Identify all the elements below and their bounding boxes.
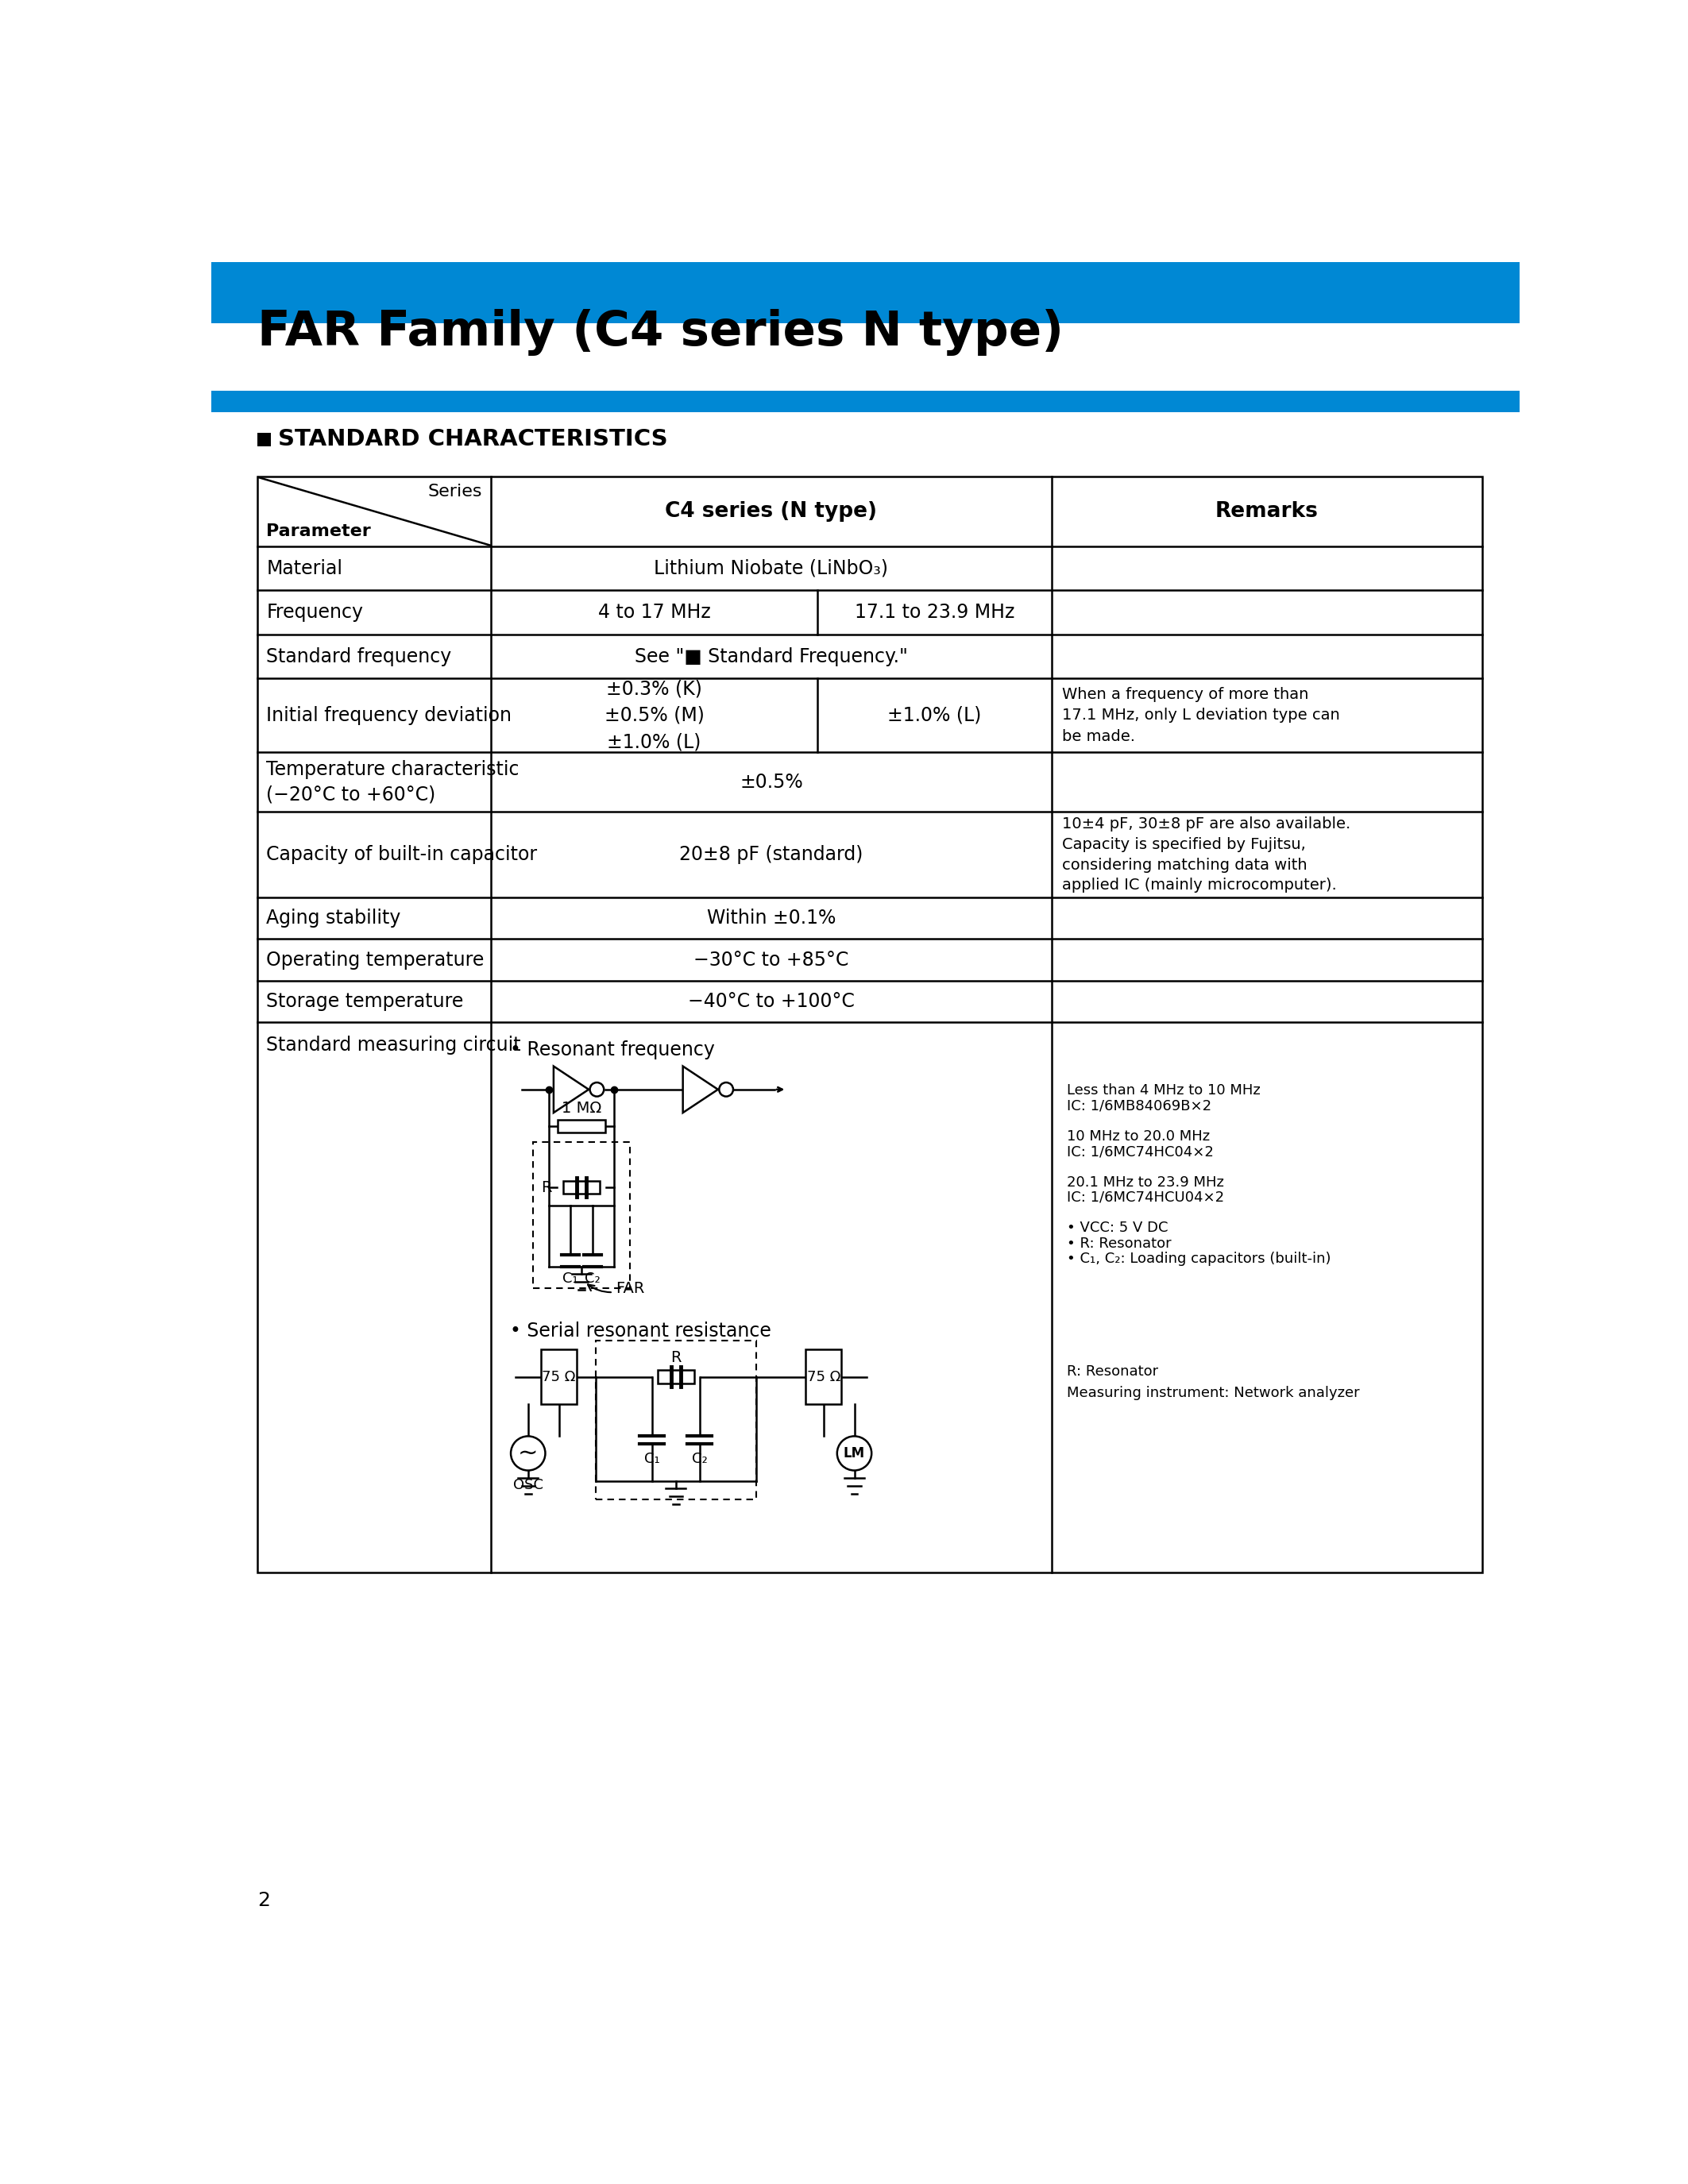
Text: C₂: C₂ <box>586 1271 601 1286</box>
Text: ~: ~ <box>518 1441 538 1465</box>
Bar <box>596 1341 756 1498</box>
Text: 75 Ω: 75 Ω <box>807 1369 841 1385</box>
Text: • Resonant frequency: • Resonant frequency <box>510 1040 714 1059</box>
Text: 4 to 17 MHz: 4 to 17 MHz <box>598 603 711 622</box>
Text: C4 series (N type): C4 series (N type) <box>665 500 878 522</box>
Text: R: Resonator
Measuring instrument: Network analyzer: R: Resonator Measuring instrument: Netwo… <box>1067 1365 1359 1400</box>
Text: When a frequency of more than
17.1 MHz, only L deviation type can
be made.: When a frequency of more than 17.1 MHz, … <box>1062 686 1340 745</box>
Text: Operating temperature: Operating temperature <box>267 950 484 970</box>
Text: 2: 2 <box>257 1891 270 1911</box>
Text: 1 MΩ: 1 MΩ <box>562 1101 601 1116</box>
Text: 10±4 pF, 30±8 pF are also available.
Capacity is specified by Fujitsu,
consideri: 10±4 pF, 30±8 pF are also available. Cap… <box>1062 817 1350 893</box>
Text: Storage temperature: Storage temperature <box>267 992 464 1011</box>
Text: • R: Resonator: • R: Resonator <box>1067 1236 1171 1251</box>
Text: IC: 1/6MC74HCU04×2: IC: 1/6MC74HCU04×2 <box>1067 1190 1224 1206</box>
Circle shape <box>837 1437 871 1470</box>
Text: 20.1 MHz to 23.9 MHz: 20.1 MHz to 23.9 MHz <box>1067 1175 1224 1190</box>
Text: Standard frequency: Standard frequency <box>267 646 452 666</box>
Text: C₁: C₁ <box>562 1271 577 1286</box>
Bar <box>540 1350 577 1404</box>
Bar <box>564 1182 599 1195</box>
Text: FAR: FAR <box>587 1280 645 1295</box>
Text: Frequency: Frequency <box>267 603 363 622</box>
Text: Remarks: Remarks <box>1215 500 1318 522</box>
Text: See "■ Standard Frequency.": See "■ Standard Frequency." <box>635 646 908 666</box>
Text: LM: LM <box>844 1446 866 1461</box>
Text: Series: Series <box>427 483 481 500</box>
Text: Capacity of built-in capacitor: Capacity of built-in capacitor <box>267 845 537 865</box>
Text: Parameter: Parameter <box>267 524 371 539</box>
Text: R: R <box>670 1350 682 1365</box>
Text: IC: 1/6MC74HC04×2: IC: 1/6MC74HC04×2 <box>1067 1144 1214 1160</box>
Bar <box>533 1142 630 1289</box>
Text: 75 Ω: 75 Ω <box>542 1369 576 1385</box>
Text: C₁: C₁ <box>643 1452 660 1465</box>
Bar <box>559 1120 604 1133</box>
Text: Aging stability: Aging stability <box>267 909 402 928</box>
Text: Lithium Niobate (LiNbO₃): Lithium Niobate (LiNbO₃) <box>653 559 888 579</box>
Text: 20±8 pF (standard): 20±8 pF (standard) <box>679 845 863 865</box>
Text: Initial frequency deviation: Initial frequency deviation <box>267 705 511 725</box>
Bar <box>805 1350 841 1404</box>
Text: ±0.5%: ±0.5% <box>739 773 803 791</box>
Bar <box>657 1369 694 1385</box>
Text: ±1.0% (L): ±1.0% (L) <box>888 705 981 725</box>
Polygon shape <box>554 1066 589 1112</box>
Text: FAR Family (C4 series N type): FAR Family (C4 series N type) <box>257 308 1063 356</box>
Text: • Serial resonant resistance: • Serial resonant resistance <box>510 1321 771 1341</box>
Bar <box>211 262 1519 323</box>
Text: OSC: OSC <box>513 1479 544 1492</box>
Text: Standard measuring circuit: Standard measuring circuit <box>267 1035 522 1055</box>
Text: 17.1 to 23.9 MHz: 17.1 to 23.9 MHz <box>854 603 1014 622</box>
Text: −40°C to +100°C: −40°C to +100°C <box>689 992 854 1011</box>
Bar <box>211 391 1519 413</box>
Text: Within ±0.1%: Within ±0.1% <box>707 909 836 928</box>
Bar <box>257 432 270 446</box>
Text: STANDARD CHARACTERISTICS: STANDARD CHARACTERISTICS <box>279 428 668 450</box>
Text: ±0.3% (K)
±0.5% (M)
±1.0% (L): ±0.3% (K) ±0.5% (M) ±1.0% (L) <box>604 679 704 751</box>
Text: IC: 1/6MB84069B×2: IC: 1/6MB84069B×2 <box>1067 1099 1212 1114</box>
Text: C₂: C₂ <box>692 1452 707 1465</box>
Text: • C₁, C₂: Loading capacitors (built-in): • C₁, C₂: Loading capacitors (built-in) <box>1067 1251 1330 1267</box>
Circle shape <box>511 1437 545 1470</box>
Bar <box>257 476 1482 1572</box>
Text: Temperature characteristic
(−20°C to +60°C): Temperature characteristic (−20°C to +60… <box>267 760 520 804</box>
Text: −30°C to +85°C: −30°C to +85°C <box>694 950 849 970</box>
Text: 10 MHz to 20.0 MHz: 10 MHz to 20.0 MHz <box>1067 1129 1210 1144</box>
Text: R: R <box>542 1179 552 1195</box>
Text: • VCC: 5 V DC: • VCC: 5 V DC <box>1067 1221 1168 1236</box>
Text: Material: Material <box>267 559 343 579</box>
Text: Less than 4 MHz to 10 MHz: Less than 4 MHz to 10 MHz <box>1067 1083 1261 1099</box>
Polygon shape <box>684 1066 717 1112</box>
